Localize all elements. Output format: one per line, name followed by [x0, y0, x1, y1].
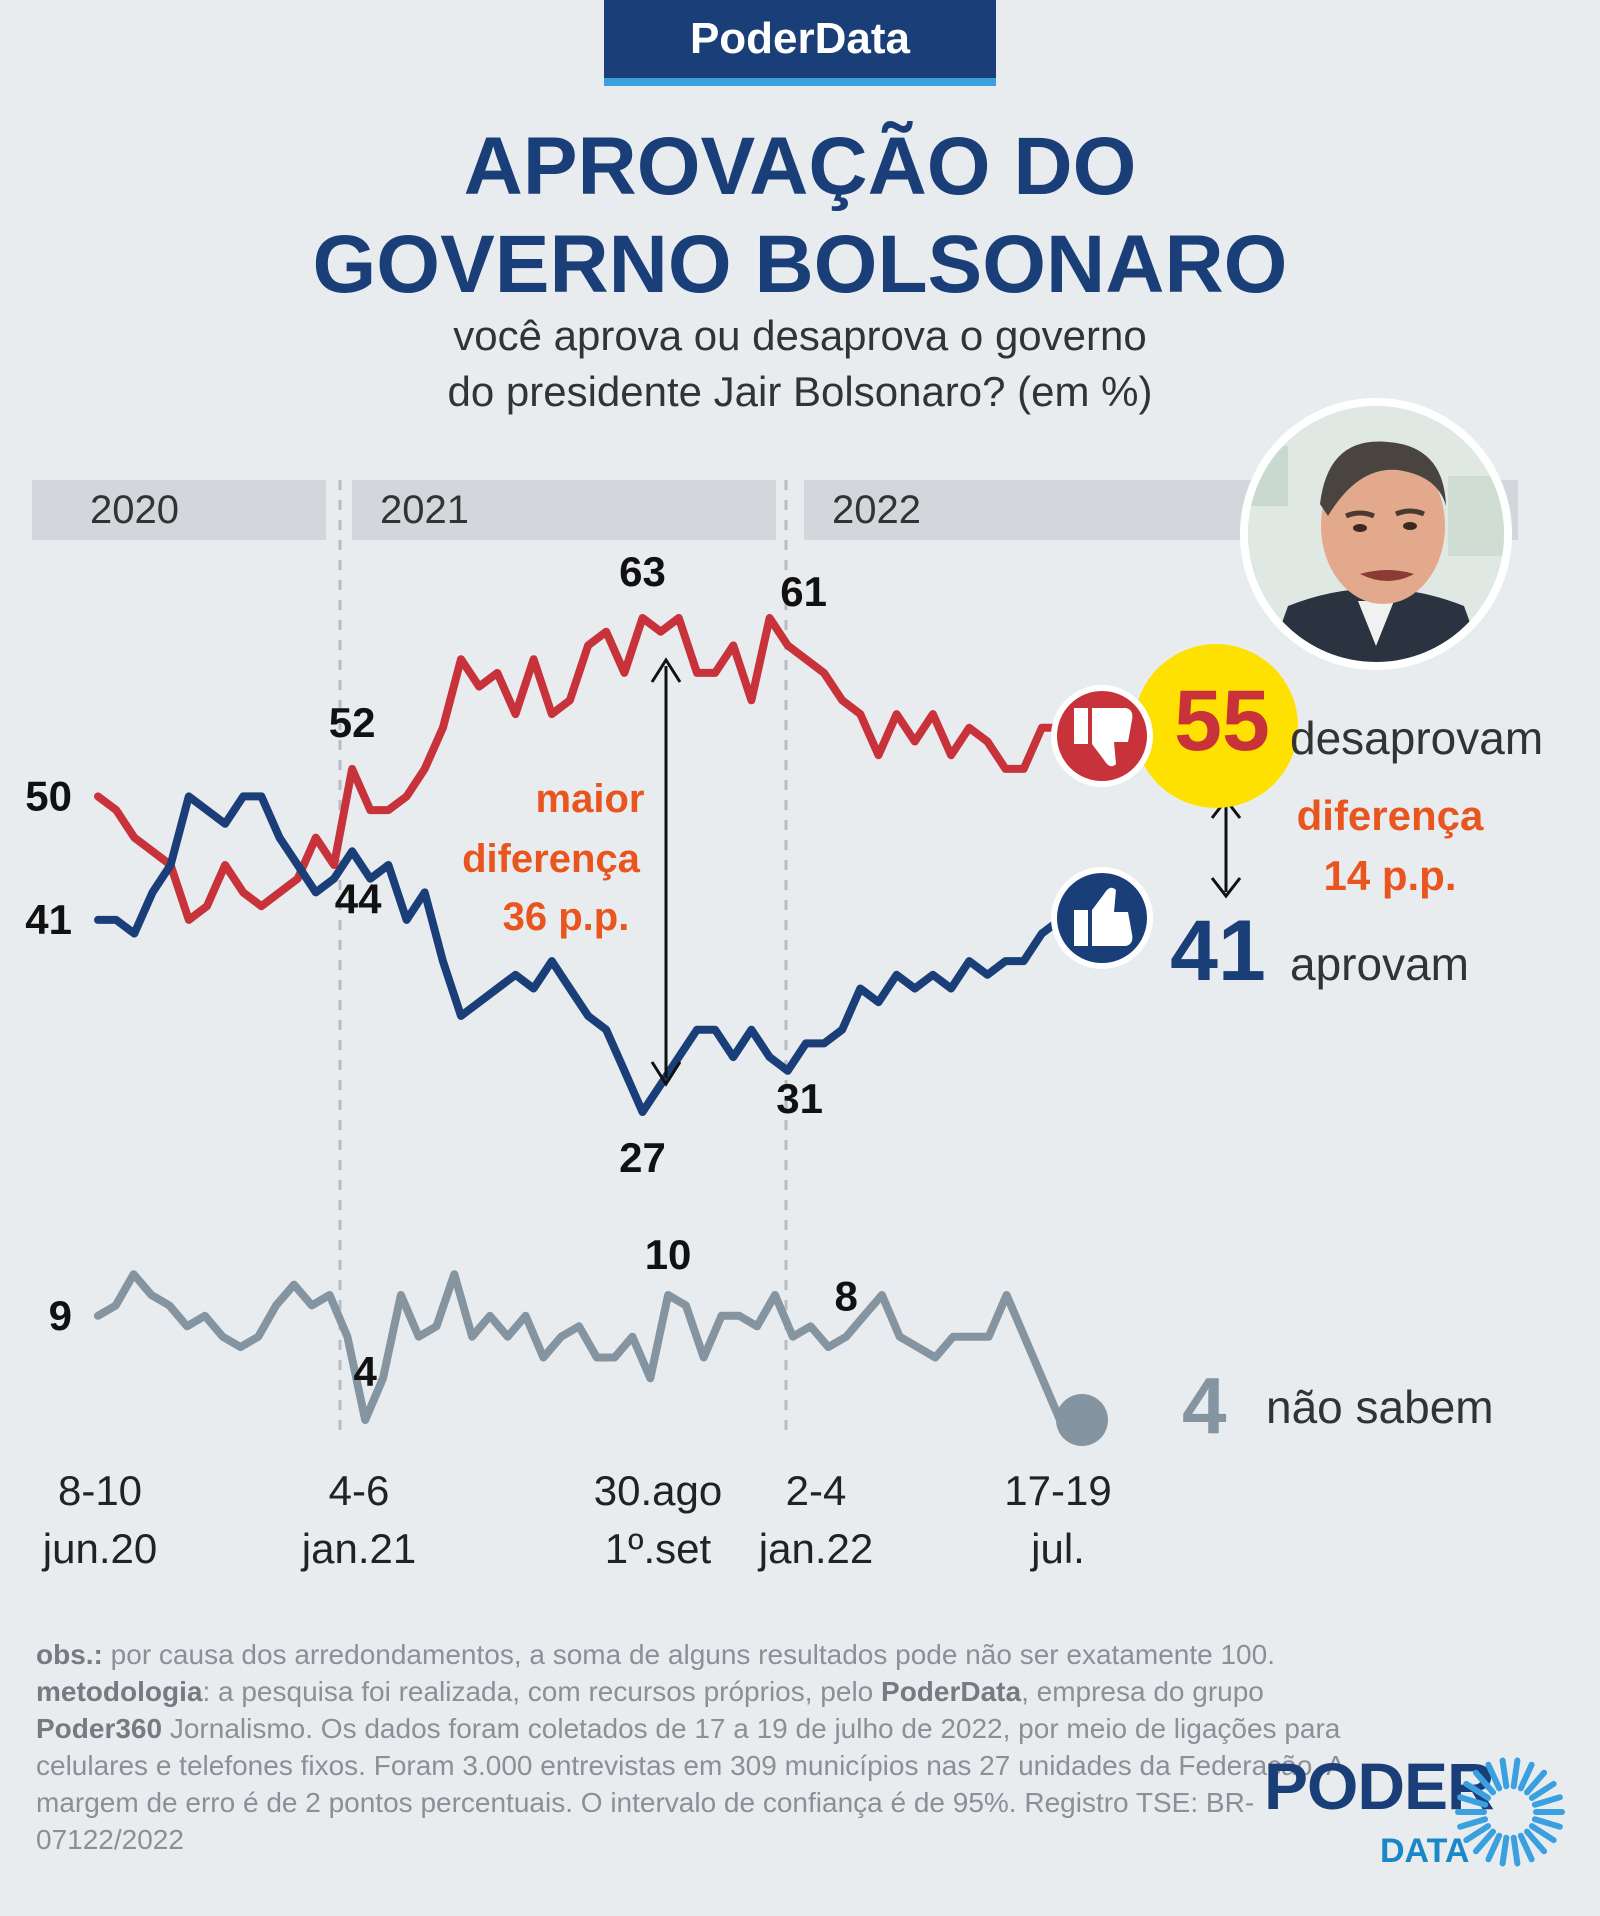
- president-photo: [1240, 398, 1512, 670]
- x-label-1: 4-6 jan.21: [279, 1462, 439, 1578]
- brand-badge: PoderData: [604, 0, 996, 86]
- thumbs-down-icon: [1051, 685, 1153, 787]
- sunburst-ray: [1524, 1769, 1548, 1796]
- logo-sunburst-icon: [1455, 1757, 1565, 1867]
- title-line-1: APROVAÇÃO DO: [463, 121, 1137, 212]
- data-label-aprovam-3: 31: [776, 1075, 823, 1122]
- sunburst-ray: [1485, 1761, 1503, 1792]
- x-label-4: 17-19 jul.: [978, 1462, 1138, 1578]
- x-label-4-line-2: jul.: [1031, 1525, 1085, 1572]
- year-band-2021: 2021: [352, 480, 776, 540]
- legend-dontknow-value: 4: [1182, 1361, 1227, 1450]
- sunburst-ray: [1472, 1828, 1496, 1855]
- sunburst-ray: [1528, 1780, 1557, 1801]
- data-label-aprovam-2: 27: [619, 1134, 666, 1181]
- x-label-1-line-2: jan.21: [301, 1525, 417, 1572]
- sunburst-ray: [1531, 1816, 1563, 1830]
- legend-disapprove-value: 55: [1174, 673, 1270, 769]
- highlight-circle: [1134, 644, 1298, 808]
- difference-line-1: diferença: [1297, 792, 1484, 839]
- data-label-nosabem-0: 9: [49, 1292, 72, 1339]
- sunburst-ray: [1463, 1780, 1492, 1801]
- sunburst-ray: [1485, 1832, 1503, 1863]
- max-difference-line-1: maior: [536, 777, 645, 821]
- data-labels: 50 52 63 61 41 44 27 31 9 4 10 8: [25, 548, 858, 1395]
- difference-line-2: 14 p.p.: [1323, 852, 1456, 899]
- chart-subtitle: você aprova ou desaprova o governo do pr…: [0, 308, 1600, 420]
- series-line-nao-sabem: [94, 1270, 1064, 1424]
- sunburst-ray: [1517, 1832, 1535, 1863]
- data-label-desaprovam-1: 52: [329, 699, 376, 746]
- data-label-nosabem-2: 10: [645, 1231, 692, 1278]
- portrait-illustration: [1248, 406, 1504, 662]
- sunburst-ray: [1524, 1828, 1548, 1855]
- x-label-2-line-2: 1º.set: [604, 1525, 712, 1572]
- legend-approve-value: 41: [1170, 903, 1266, 999]
- subtitle-line-2: do presidente Jair Bolsonaro? (em %): [447, 368, 1153, 415]
- current-difference-arrow: [1210, 797, 1242, 899]
- sunburst-ray: [1472, 1769, 1496, 1796]
- sunburst-ray: [1531, 1794, 1563, 1808]
- x-label-3: 2-4 jan.22: [736, 1462, 896, 1578]
- x-label-2: 30.ago 1º.set: [578, 1462, 738, 1578]
- title-line-2: GOVERNO BOLSONARO: [312, 219, 1288, 310]
- x-label-1-line-1: 4-6: [328, 1467, 390, 1514]
- year-label-2022: 2022: [832, 488, 921, 532]
- x-axis-labels: 8-10 jun.20 4-6 jan.21 30.ago 1º.set 2-4 jan…: [0, 1462, 1600, 1582]
- x-label-0-line-1: 8-10: [57, 1467, 143, 1514]
- year-band-2020: 2020: [32, 480, 326, 540]
- year-label-2021: 2021: [380, 488, 469, 532]
- data-label-nosabem-1: 4: [354, 1348, 378, 1395]
- logo-data: DATA: [1380, 1832, 1470, 1870]
- data-label-aprovam-0: 41: [25, 896, 72, 943]
- legend-approve-label: aprovam: [1290, 938, 1469, 990]
- chart-title: APROVAÇÃO DO GOVERNO BOLSONARO: [0, 118, 1600, 314]
- nao-sabem-end-marker: [1056, 1394, 1108, 1446]
- year-label-2020: 2020: [90, 488, 179, 532]
- data-label-nosabem-3: 8: [835, 1273, 858, 1320]
- footer-notes: obs.: por causa dos arredondamentos, a s…: [36, 1636, 1366, 1858]
- x-label-4-line-1: 17-19: [1004, 1467, 1112, 1514]
- footer-methodology: metodologia: a pesquisa foi realizada, c…: [36, 1676, 1344, 1855]
- sunburst-ray: [1457, 1816, 1489, 1830]
- x-label-0-line-2: jun.20: [42, 1525, 158, 1572]
- sunburst-ray: [1510, 1757, 1521, 1790]
- max-difference-line-2: diferença: [462, 837, 641, 881]
- sunburst-ray: [1457, 1794, 1489, 1808]
- data-label-desaprovam-2: 63: [619, 548, 666, 595]
- sunburst-ray: [1463, 1823, 1492, 1844]
- sunburst-ray: [1517, 1761, 1535, 1792]
- series-line-aprovam: [94, 792, 1064, 1116]
- data-label-desaprovam-3: 61: [780, 568, 827, 615]
- sunburst-ray: [1528, 1823, 1557, 1844]
- approval-line-chart: 50 52 63 61 41 44 27 31 9 4 10 8 55 desaprovam 41 a…: [25, 480, 1543, 1446]
- x-label-0: 8-10 jun.20: [20, 1462, 180, 1578]
- legend-dontknow-label: não sabem: [1266, 1381, 1494, 1433]
- max-difference-arrow: [650, 657, 682, 1087]
- sunburst-ray: [1510, 1834, 1521, 1867]
- series-line-desaprovam: [94, 614, 1064, 924]
- legend-disapprove-label: desaprovam: [1290, 712, 1543, 764]
- x-label-3-line-2: jan.22: [758, 1525, 874, 1572]
- footer-obs: obs.: por causa dos arredondamentos, a s…: [36, 1639, 1275, 1670]
- sunburst-ray: [1499, 1834, 1510, 1867]
- data-label-aprovam-1: 44: [335, 875, 382, 922]
- subtitle-line-1: você aprova ou desaprova o governo: [453, 312, 1147, 359]
- max-difference-line-3: 36 p.p.: [503, 895, 630, 939]
- x-label-2-line-1: 30.ago: [593, 1467, 723, 1514]
- sunburst-ray: [1499, 1757, 1510, 1790]
- thumbs-up-icon: [1051, 867, 1153, 969]
- data-label-desaprovam-0: 50: [25, 772, 72, 819]
- x-label-3-line-1: 2-4: [785, 1467, 847, 1514]
